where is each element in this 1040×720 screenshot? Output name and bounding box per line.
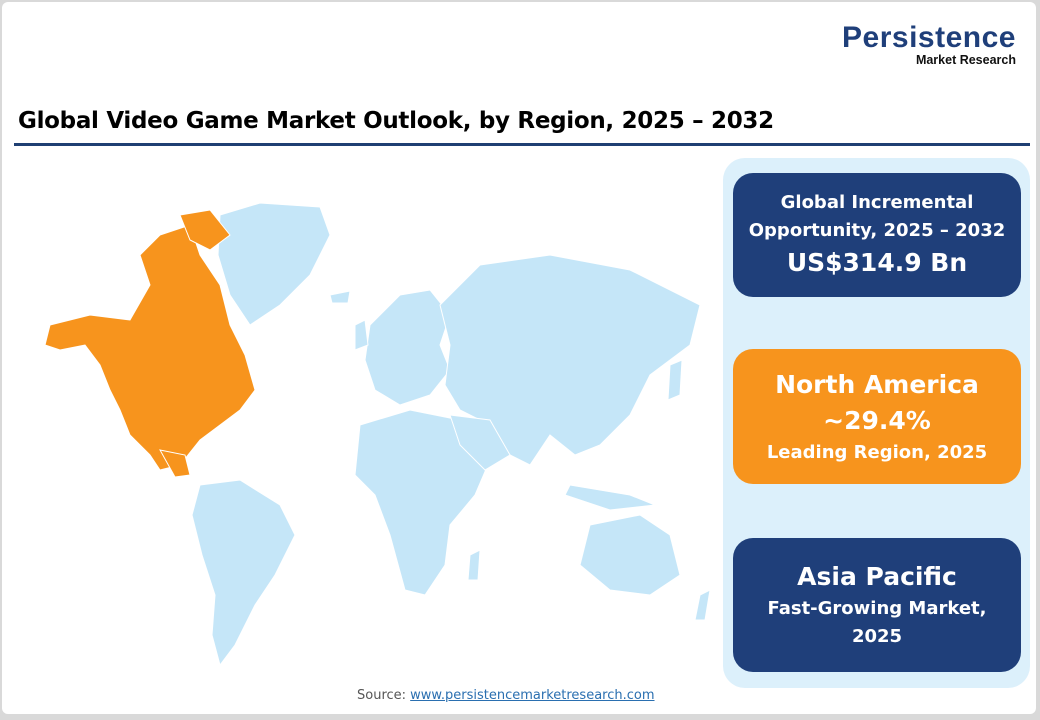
- japan: [667, 359, 683, 401]
- asia: [439, 254, 701, 466]
- card-region: Asia Pacific: [797, 562, 957, 591]
- card-caption: Leading Region, 2025: [766, 441, 988, 463]
- title-divider: [14, 143, 1030, 146]
- incremental-opportunity-card: Global Incremental Opportunity, 2025 – 2…: [733, 173, 1021, 297]
- middle-east: [449, 414, 511, 471]
- madagascar: [467, 549, 481, 581]
- card-caption: Fast-Growing Market,: [767, 598, 987, 619]
- australia: [579, 514, 681, 596]
- greenland: [217, 202, 331, 326]
- card-region: North America: [775, 369, 979, 399]
- europe: [364, 289, 451, 406]
- fast-growing-region-card: Asia Pacific Fast-Growing Market, 2025: [733, 538, 1021, 672]
- card-value: US$314.9 Bn: [786, 248, 968, 277]
- south-america: [191, 479, 296, 667]
- logo-sub: Market Research: [915, 53, 1016, 67]
- leading-region-card: North America ~29.4% Leading Region, 202…: [733, 349, 1021, 484]
- logo: Persistence Market Research: [842, 22, 1016, 67]
- page-title: Global Video Game Market Outlook, by Reg…: [18, 108, 774, 134]
- card-label: Global Incremental: [780, 192, 974, 213]
- new-zealand: [694, 589, 711, 621]
- north-america-highlight: [44, 209, 256, 478]
- indonesia: [564, 484, 656, 511]
- logo-main: Persistence: [842, 21, 1016, 54]
- uk: [354, 319, 369, 351]
- source-note: Source: www.persistencemarketresearch.co…: [357, 688, 655, 703]
- iceland: [329, 290, 351, 304]
- card-value: ~29.4%: [823, 405, 931, 435]
- source-label: Source:: [357, 688, 407, 703]
- world-map: [44, 202, 711, 667]
- card-caption: 2025: [851, 626, 903, 647]
- source-link[interactable]: www.persistencemarketresearch.com: [410, 688, 655, 703]
- card-label: Opportunity, 2025 – 2032: [748, 220, 1006, 241]
